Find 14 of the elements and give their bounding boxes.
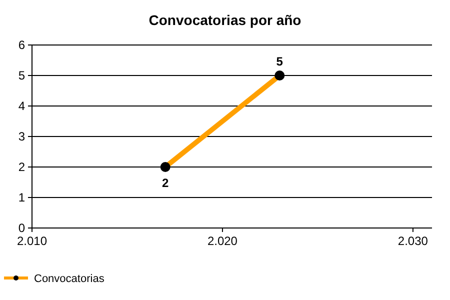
y-tick-label: 2: [18, 160, 26, 174]
y-tick-label: 3: [18, 130, 26, 144]
y-tick-label: 5: [18, 68, 26, 82]
x-tick-label: 2.010: [16, 234, 48, 248]
y-tick-label: 6: [18, 38, 26, 52]
data-label: 5: [276, 54, 284, 68]
legend-label: Convocatorias: [34, 273, 105, 285]
y-tick-label: 1: [18, 190, 26, 204]
data-label: 2: [162, 176, 169, 190]
chart-title: Convocatorias por año: [148, 12, 302, 28]
y-tick-label: 0: [18, 221, 26, 235]
x-tick-label: 2.030: [398, 234, 428, 248]
x-tick-label: 2.020: [207, 234, 238, 248]
y-tick-label: 4: [18, 99, 26, 113]
